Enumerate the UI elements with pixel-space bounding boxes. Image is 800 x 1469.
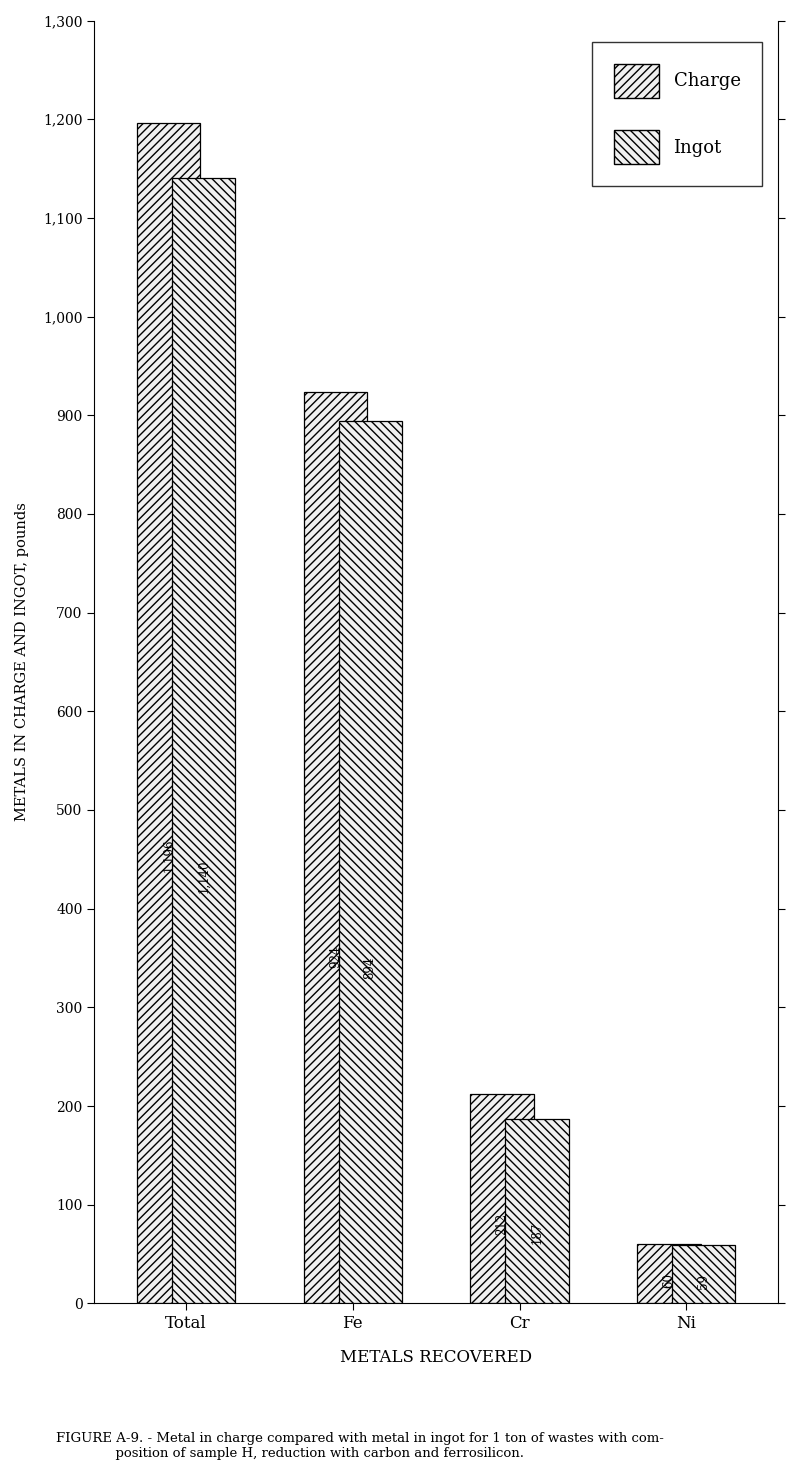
Text: 1,196: 1,196 — [162, 839, 175, 871]
Bar — [172, 178, 235, 1303]
Legend: Charge, Ingot: Charge, Ingot — [592, 43, 762, 185]
Text: FIGURE A-9. - Metal in charge compared with metal in ingot for 1 ton of wastes w: FIGURE A-9. - Metal in charge compared w… — [56, 1432, 664, 1460]
Bar — [470, 1094, 534, 1303]
Bar — [338, 422, 402, 1303]
Text: 894: 894 — [364, 956, 377, 980]
Bar — [137, 123, 200, 1303]
Bar — [506, 1119, 569, 1303]
Text: 60: 60 — [662, 1274, 675, 1288]
Text: 212: 212 — [496, 1213, 509, 1235]
Bar — [672, 1246, 735, 1303]
Text: 59: 59 — [698, 1274, 710, 1288]
Bar — [304, 392, 367, 1303]
Bar — [638, 1244, 701, 1303]
Text: 924: 924 — [329, 946, 342, 968]
Text: 187: 187 — [530, 1222, 543, 1244]
X-axis label: METALS RECOVERED: METALS RECOVERED — [340, 1349, 532, 1366]
Y-axis label: METALS IN CHARGE AND INGOT, pounds: METALS IN CHARGE AND INGOT, pounds — [15, 502, 29, 821]
Text: 1,140: 1,140 — [197, 859, 210, 893]
